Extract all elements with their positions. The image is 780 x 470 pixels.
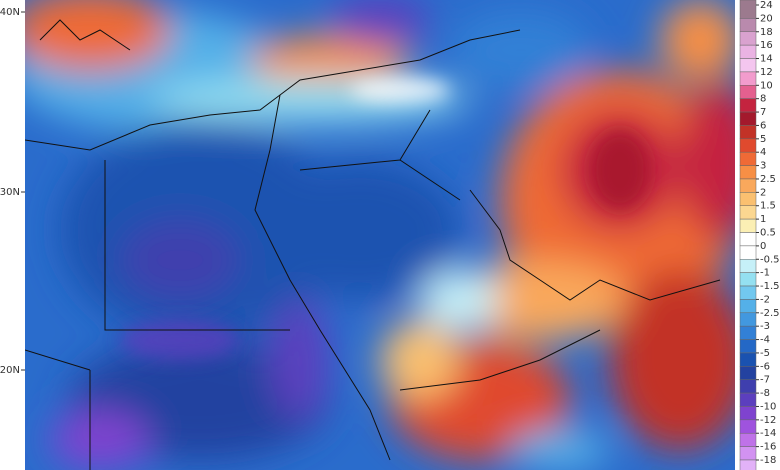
colorbar-swatch <box>739 325 757 340</box>
colorbar-label: -14 <box>760 428 776 439</box>
colorbar-swatch <box>739 71 757 86</box>
colorbar-label: 24 <box>760 0 773 11</box>
colorbar-label: -8 <box>760 388 770 399</box>
colorbar-label: 6 <box>760 120 766 131</box>
colorbar-swatch <box>739 285 757 300</box>
colorbar-swatch <box>739 245 757 260</box>
colorbar-swatch <box>739 272 757 287</box>
colorbar-swatch <box>739 178 757 193</box>
colorbar-label: 7 <box>760 107 766 118</box>
colorbar-swatch <box>739 0 757 19</box>
colorbar-swatch <box>739 432 757 447</box>
colorbar-swatch <box>739 192 757 206</box>
colorbar-swatch <box>739 339 757 354</box>
colorbar-label: -4 <box>760 335 770 346</box>
colorbar-swatch <box>739 459 757 470</box>
colorbar-swatch <box>739 125 757 140</box>
colorbar-label: -18 <box>760 455 776 466</box>
colorbar-label: 18 <box>760 27 773 38</box>
colorbar-swatch <box>739 352 757 367</box>
colorbar-swatch <box>739 98 757 113</box>
colorbar-label: -3 <box>760 321 770 332</box>
colorbar-swatch <box>739 366 757 380</box>
colorbar-label: 1.5 <box>760 201 776 212</box>
colorbar-swatch <box>739 151 757 166</box>
colorbar-label: -1 <box>760 268 770 279</box>
colorbar-label: -0.5 <box>760 254 780 265</box>
colorbar-label: -1.5 <box>760 281 780 292</box>
colorbar-label: 4 <box>760 147 766 158</box>
colorbar-swatch <box>739 138 757 153</box>
colorbar-swatch <box>739 312 757 327</box>
colorbar-swatch <box>739 111 757 126</box>
colorbar-swatch <box>739 299 757 314</box>
colorbar-label: -10 <box>760 401 776 412</box>
latitude-label: 40N <box>0 7 20 18</box>
colorbar-label: -7 <box>760 375 770 386</box>
colorbar-swatch <box>739 379 757 394</box>
colorbar: 24 20 18 16 14 12 10 8 7 6 5 4 3 2.5 2 1.5 1 0.5 0 -0.5 -1 -1… <box>739 0 780 470</box>
colorbar-label: 16 <box>760 40 773 51</box>
colorbar-swatch <box>739 232 757 247</box>
colorbar-swatch <box>739 205 757 220</box>
colorbar-swatch <box>739 259 757 273</box>
colorbar-swatch <box>739 31 757 46</box>
colorbar-label: 8 <box>760 94 766 105</box>
colorbar-swatch <box>739 44 757 59</box>
borders <box>25 19 721 470</box>
colorbar-label: 20 <box>760 13 773 24</box>
colorbar-swatch <box>739 58 757 73</box>
colorbar-label: 0 <box>760 241 766 252</box>
colorbar-label: -5 <box>760 348 770 359</box>
colorbar-label: 12 <box>760 67 773 78</box>
anomaly-field <box>25 0 735 470</box>
colorbar-swatch <box>739 419 757 434</box>
colorbar-swatch <box>739 18 757 33</box>
colorbar-label: -2 <box>760 294 770 305</box>
colorbar-label: -16 <box>760 442 776 453</box>
colorbar-label: 0.5 <box>760 228 776 239</box>
colorbar-label: 3 <box>760 161 766 172</box>
colorbar-swatch <box>739 218 757 233</box>
colorbar-swatch <box>739 446 757 461</box>
colorbar-label: 2 <box>760 187 766 198</box>
colorbar-label: 14 <box>760 54 773 65</box>
colorbar-swatch <box>739 85 757 99</box>
colorbar-swatch <box>739 165 757 180</box>
colorbar-label: -12 <box>760 415 776 426</box>
colorbar-label: -2.5 <box>760 308 780 319</box>
colorbar-label: 5 <box>760 134 766 145</box>
colorbar-label: -6 <box>760 361 770 372</box>
latitude-label: 20N <box>0 365 20 376</box>
colorbar-label: 2.5 <box>760 174 776 185</box>
latitude-label: 30N <box>0 187 20 198</box>
colorbar-label: 10 <box>760 80 773 91</box>
colorbar-swatch <box>739 392 757 407</box>
colorbar-swatch <box>739 406 757 421</box>
colorbar-label: 1 <box>760 214 766 225</box>
latitude-axis: 40N 30N 20N <box>0 7 25 376</box>
